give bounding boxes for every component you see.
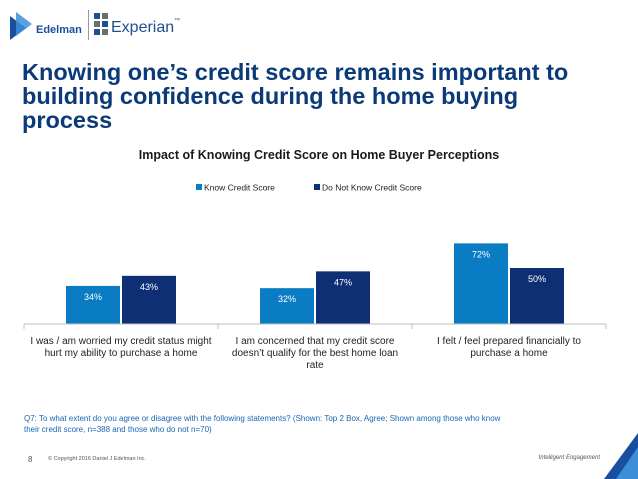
legend-swatch — [196, 184, 202, 190]
legend-label: Know Credit Score — [204, 183, 275, 193]
page-number: 8 — [28, 455, 33, 464]
data-label: 32% — [278, 294, 296, 304]
data-label: 50% — [528, 274, 546, 284]
edelman-logo-text: Edelman — [36, 24, 82, 36]
legend-swatch — [314, 184, 320, 190]
tagline: Intelligent Engagement — [538, 455, 600, 461]
category-label: I felt / feel prepared financially to pur… — [437, 336, 581, 359]
footnote: Q7: To what extent do you agree or disag… — [24, 414, 501, 434]
bar — [316, 271, 370, 324]
logo-divider — [88, 10, 89, 40]
copyright: © Copyright 2016 Daniel J Edelman Inc. — [48, 456, 146, 462]
experian-logo: Experian ™ — [94, 13, 180, 36]
experian-logo-text: Experian — [111, 19, 174, 36]
data-label: 47% — [334, 277, 352, 287]
data-label: 34% — [84, 292, 102, 302]
slide-title: Knowing one’s credit score remains impor… — [22, 59, 569, 133]
data-label: 72% — [472, 249, 490, 259]
category-label: I was / am worried my credit status migh… — [30, 336, 211, 359]
bar — [66, 285, 120, 324]
legend-label: Do Not Know Credit Score — [322, 183, 422, 193]
bar — [454, 243, 508, 324]
bar — [122, 275, 176, 324]
chart-title: Impact of Knowing Credit Score on Home B… — [138, 148, 500, 162]
category-label: I am concerned that my credit score doesn… — [232, 336, 398, 371]
edelman-logo: Edelman — [10, 12, 82, 40]
data-label: 43% — [140, 282, 158, 292]
bar — [510, 268, 564, 324]
bar — [260, 288, 314, 324]
corner-ribbon-icon — [604, 433, 638, 479]
bar-chart: Know Credit Score Do Not Know Credit Scor… — [23, 183, 607, 371]
experian-trademark: ™ — [174, 17, 180, 24]
